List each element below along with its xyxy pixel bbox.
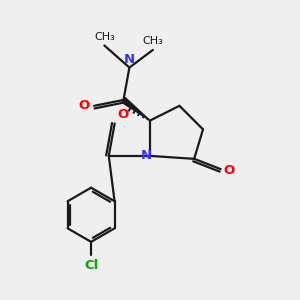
Text: CH₃: CH₃ [94,32,115,42]
Text: O: O [78,99,90,112]
Text: N: N [124,53,135,66]
Polygon shape [122,98,150,121]
Text: O: O [118,108,129,121]
Text: O: O [224,164,235,177]
Text: N: N [141,149,152,162]
Text: CH₃: CH₃ [142,36,163,46]
Text: Cl: Cl [84,259,98,272]
